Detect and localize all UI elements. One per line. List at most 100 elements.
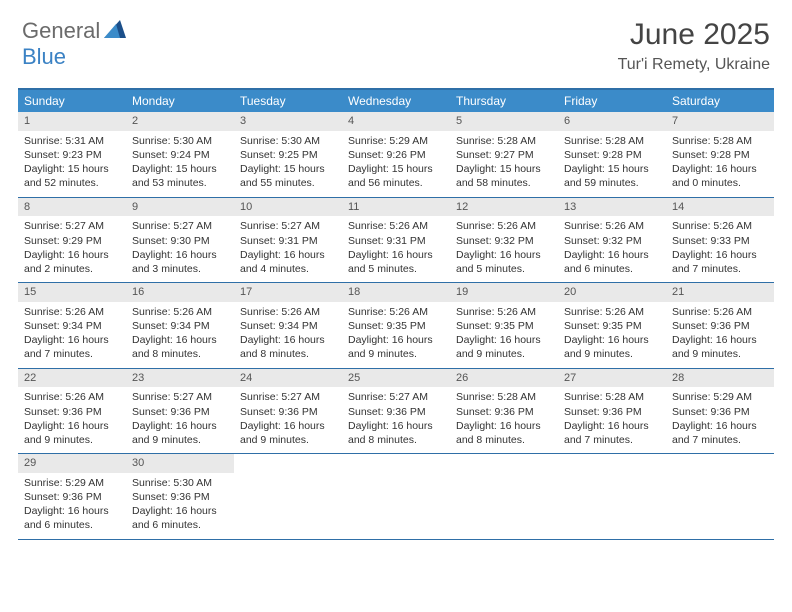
sunrise-line: Sunrise: 5:30 AM bbox=[240, 134, 336, 148]
sunset-line: Sunset: 9:31 PM bbox=[240, 234, 336, 248]
daylight-line: Daylight: 16 hours and 8 minutes. bbox=[240, 333, 336, 361]
sunrise-line: Sunrise: 5:29 AM bbox=[24, 476, 120, 490]
day-cell: 6Sunrise: 5:28 AMSunset: 9:28 PMDaylight… bbox=[558, 112, 666, 197]
day-body: Sunrise: 5:27 AMSunset: 9:30 PMDaylight:… bbox=[126, 219, 234, 276]
day-cell bbox=[666, 454, 774, 539]
sunset-line: Sunset: 9:35 PM bbox=[348, 319, 444, 333]
day-number: 23 bbox=[126, 369, 234, 388]
daylight-line: Daylight: 15 hours and 56 minutes. bbox=[348, 162, 444, 190]
header: General June 2025 Tur'i Remety, Ukraine bbox=[0, 0, 792, 80]
sunset-line: Sunset: 9:33 PM bbox=[672, 234, 768, 248]
sunset-line: Sunset: 9:28 PM bbox=[672, 148, 768, 162]
day-body: Sunrise: 5:29 AMSunset: 9:36 PMDaylight:… bbox=[18, 476, 126, 533]
daylight-line: Daylight: 16 hours and 6 minutes. bbox=[24, 504, 120, 532]
sunrise-line: Sunrise: 5:28 AM bbox=[564, 134, 660, 148]
day-cell: 4Sunrise: 5:29 AMSunset: 9:26 PMDaylight… bbox=[342, 112, 450, 197]
daylight-line: Daylight: 16 hours and 6 minutes. bbox=[564, 248, 660, 276]
sunrise-line: Sunrise: 5:27 AM bbox=[132, 390, 228, 404]
daylight-line: Daylight: 16 hours and 5 minutes. bbox=[348, 248, 444, 276]
day-cell: 30 Sunrise: 5:30 AMSunset: 9:36 PMDayligh… bbox=[126, 454, 234, 539]
sunrise-line: Sunrise: 5:26 AM bbox=[132, 305, 228, 319]
day-body: Sunrise: 5:30 AMSunset: 9:36 PMDaylight:… bbox=[126, 476, 234, 533]
day-body: Sunrise: 5:27 AMSunset: 9:36 PMDaylight:… bbox=[126, 390, 234, 447]
daylight-line: Daylight: 15 hours and 55 minutes. bbox=[240, 162, 336, 190]
day-number: 16 bbox=[126, 283, 234, 302]
logo-blue-row: Blue bbox=[22, 44, 66, 70]
logo-triangle-icon bbox=[104, 20, 126, 43]
sunrise-line: Sunrise: 5:27 AM bbox=[240, 390, 336, 404]
day-cell bbox=[558, 454, 666, 539]
sunset-line: Sunset: 9:36 PM bbox=[132, 490, 228, 504]
day-number: 29 bbox=[18, 454, 126, 473]
day-cell: 17Sunrise: 5:26 AMSunset: 9:34 PMDayligh… bbox=[234, 283, 342, 368]
sunrise-line: Sunrise: 5:26 AM bbox=[24, 305, 120, 319]
daylight-line: Daylight: 16 hours and 9 minutes. bbox=[348, 333, 444, 361]
week-row: 29Sunrise: 5:29 AMSunset: 9:36 PMDayligh… bbox=[18, 454, 774, 540]
day-cell: 11 Sunrise: 5:26 AMSunset: 9:31 PMDayligh… bbox=[342, 198, 450, 283]
day-body: Sunrise: 5:26 AMSunset: 9:33 PMDaylight:… bbox=[666, 219, 774, 276]
daylight-line: Daylight: 16 hours and 7 minutes. bbox=[672, 419, 768, 447]
day-cell: 9Sunrise: 5:27 AMSunset: 9:30 PMDaylight… bbox=[126, 198, 234, 283]
calendar: SundayMondayTuesdayWednesdayThursdayFrid… bbox=[18, 88, 774, 540]
daylight-line: Daylight: 16 hours and 4 minutes. bbox=[240, 248, 336, 276]
sunrise-line: Sunrise: 5:31 AM bbox=[24, 134, 120, 148]
day-number: 15 bbox=[18, 283, 126, 302]
day-cell: 5 Sunrise: 5:28 AMSunset: 9:27 PMDaylight… bbox=[450, 112, 558, 197]
day-cell: 20Sunrise: 5:26 AMSunset: 9:35 PMDayligh… bbox=[558, 283, 666, 368]
daylight-line: Daylight: 16 hours and 7 minutes. bbox=[672, 248, 768, 276]
logo-text-blue: Blue bbox=[22, 44, 66, 69]
daylight-line: Daylight: 16 hours and 9 minutes. bbox=[456, 333, 552, 361]
day-body: Sunrise: 5:30 AMSunset: 9:25 PMDaylight:… bbox=[234, 134, 342, 191]
day-number: 27 bbox=[558, 369, 666, 388]
sunset-line: Sunset: 9:32 PM bbox=[564, 234, 660, 248]
sunset-line: Sunset: 9:36 PM bbox=[24, 405, 120, 419]
day-number: 7 bbox=[666, 112, 774, 131]
day-body: Sunrise: 5:26 AMSunset: 9:36 PMDaylight:… bbox=[18, 390, 126, 447]
day-number: 19 bbox=[450, 283, 558, 302]
sunrise-line: Sunrise: 5:28 AM bbox=[672, 134, 768, 148]
day-cell: 15Sunrise: 5:26 AMSunset: 9:34 PMDayligh… bbox=[18, 283, 126, 368]
daylight-line: Daylight: 16 hours and 0 minutes. bbox=[672, 162, 768, 190]
sunrise-line: Sunrise: 5:27 AM bbox=[24, 219, 120, 233]
day-number: 30 bbox=[126, 454, 234, 473]
weekday-header: Tuesday bbox=[234, 90, 342, 112]
day-cell: 28Sunrise: 5:29 AMSunset: 9:36 PMDayligh… bbox=[666, 369, 774, 454]
sunrise-line: Sunrise: 5:26 AM bbox=[348, 219, 444, 233]
day-number: 18 bbox=[342, 283, 450, 302]
sunrise-line: Sunrise: 5:26 AM bbox=[564, 219, 660, 233]
day-cell: 1Sunrise: 5:31 AMSunset: 9:23 PMDaylight… bbox=[18, 112, 126, 197]
day-cell bbox=[342, 454, 450, 539]
day-body: Sunrise: 5:28 AMSunset: 9:27 PMDaylight:… bbox=[450, 134, 558, 191]
day-number: 5 bbox=[450, 112, 558, 131]
day-cell: 25Sunrise: 5:27 AMSunset: 9:36 PMDayligh… bbox=[342, 369, 450, 454]
sunset-line: Sunset: 9:32 PM bbox=[456, 234, 552, 248]
daylight-line: Daylight: 16 hours and 2 minutes. bbox=[24, 248, 120, 276]
sunrise-line: Sunrise: 5:27 AM bbox=[132, 219, 228, 233]
location: Tur'i Remety, Ukraine bbox=[618, 56, 770, 74]
day-cell: 10Sunrise: 5:27 AMSunset: 9:31 PMDayligh… bbox=[234, 198, 342, 283]
daylight-line: Daylight: 16 hours and 9 minutes. bbox=[564, 333, 660, 361]
day-number: 8 bbox=[18, 198, 126, 217]
sunset-line: Sunset: 9:36 PM bbox=[348, 405, 444, 419]
day-number: 21 bbox=[666, 283, 774, 302]
day-body: Sunrise: 5:26 AMSunset: 9:31 PMDaylight:… bbox=[342, 219, 450, 276]
day-number: 10 bbox=[234, 198, 342, 217]
week-row: 15 Sunrise: 5:26 AMSunset: 9:34 PMDayligh… bbox=[18, 283, 774, 369]
sunset-line: Sunset: 9:28 PM bbox=[564, 148, 660, 162]
sunset-line: Sunset: 9:36 PM bbox=[672, 405, 768, 419]
weeks-container: 1Sunrise: 5:31 AMSunset: 9:23 PMDaylight… bbox=[18, 112, 774, 540]
sunset-line: Sunset: 9:36 PM bbox=[564, 405, 660, 419]
daylight-line: Daylight: 15 hours and 52 minutes. bbox=[24, 162, 120, 190]
sunset-line: Sunset: 9:36 PM bbox=[132, 405, 228, 419]
weekday-header: Wednesday bbox=[342, 90, 450, 112]
day-number: 11 bbox=[342, 198, 450, 217]
day-body: Sunrise: 5:27 AMSunset: 9:36 PMDaylight:… bbox=[342, 390, 450, 447]
weekday-header: Saturday bbox=[666, 90, 774, 112]
daylight-line: Daylight: 16 hours and 5 minutes. bbox=[456, 248, 552, 276]
day-body: Sunrise: 5:26 AMSunset: 9:34 PMDaylight:… bbox=[234, 305, 342, 362]
day-number: 4 bbox=[342, 112, 450, 131]
day-body: Sunrise: 5:29 AMSunset: 9:36 PMDaylight:… bbox=[666, 390, 774, 447]
day-number: 26 bbox=[450, 369, 558, 388]
sunset-line: Sunset: 9:35 PM bbox=[564, 319, 660, 333]
sunset-line: Sunset: 9:36 PM bbox=[24, 490, 120, 504]
